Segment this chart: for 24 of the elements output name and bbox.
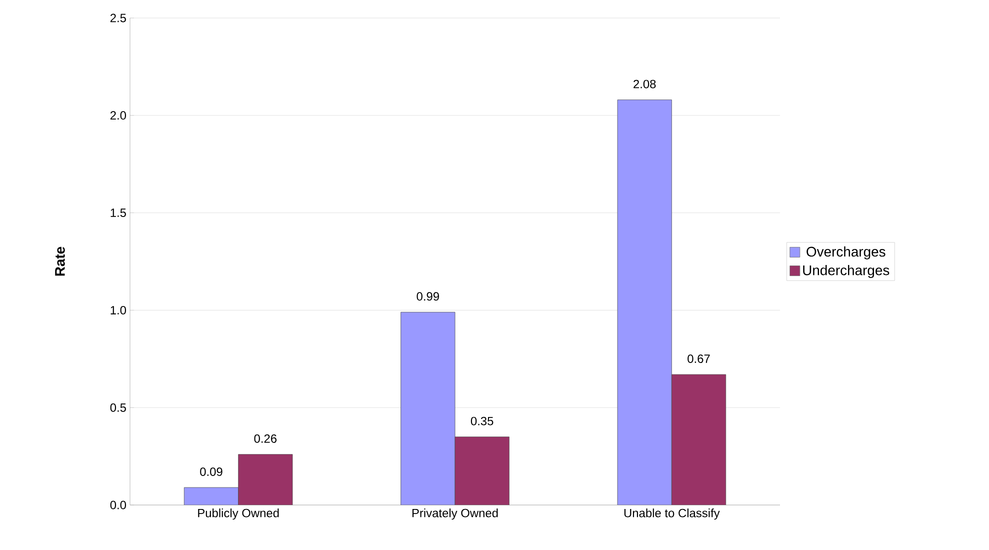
- data-label: 2.08: [634, 80, 656, 88]
- y-tick-label: 0.5: [110, 403, 126, 412]
- x-tick-label: Unable to Classify: [624, 508, 720, 520]
- bar: [400, 312, 456, 505]
- bar: [238, 454, 293, 505]
- data-label: 0.09: [200, 467, 222, 476]
- y-tick-label: 2.5: [110, 14, 126, 22]
- legend-label: Undercharges: [803, 264, 890, 278]
- y-tick-label: 0.0: [110, 500, 126, 510]
- data-label: 0.35: [470, 416, 494, 426]
- bar: [671, 374, 726, 505]
- data-label: 0.99: [416, 292, 439, 301]
- legend-label: Overcharges: [806, 246, 886, 260]
- bar: [617, 100, 672, 505]
- x-tick-label: Privately Owned: [412, 508, 498, 520]
- data-label: 0.26: [254, 434, 277, 443]
- y-tick-label: 1.0: [110, 306, 126, 314]
- y-tick-label: 1.5: [110, 208, 126, 217]
- y-axis-title: Rate: [55, 246, 65, 276]
- data-label: 0.67: [688, 354, 710, 363]
- bar: [454, 436, 510, 505]
- bar: [184, 487, 239, 505]
- y-tick-label: 2.0: [110, 111, 126, 120]
- x-tick-label: Publicly Owned: [198, 508, 279, 520]
